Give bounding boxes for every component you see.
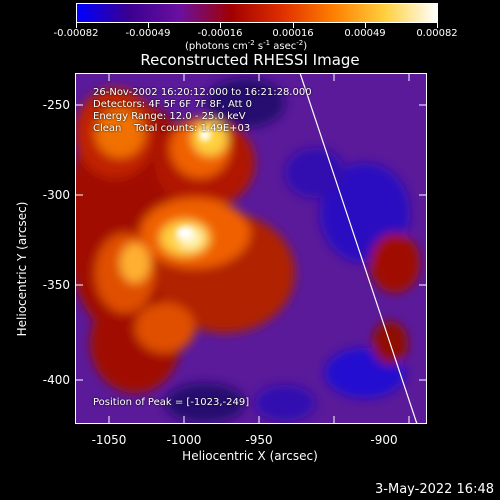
colorbar-tick-label: 0.00016: [272, 28, 314, 39]
colorbar-units: (photons cm-2 s-1 asec-2): [185, 39, 308, 52]
emission-blobs: [75, 78, 420, 423]
colorbar-tick: [365, 22, 366, 28]
annotation-clean-counts: Clean Total counts: 1.49E+03: [93, 123, 251, 134]
axis-ticks: [75, 73, 427, 424]
y-axis-title: Heliocentric Y (arcsec): [15, 201, 29, 337]
annotation-detectors: Detectors: 4F 5F 6F 7F 8F, Att 0: [93, 99, 253, 110]
x-tick-label: -1050: [91, 433, 127, 447]
annotation-time-range: 26-Nov-2002 16:20:12.000 to 16:21:28.000: [93, 87, 312, 98]
rhessi-image: [75, 73, 427, 424]
colorbar-tick-label: -0.00016: [197, 28, 243, 39]
solar-limb-line: [299, 73, 418, 424]
annotation-energy-range: Energy Range: 12.0 - 25.0 keV: [93, 111, 246, 122]
colorbar-tick-label: 0.00049: [344, 28, 386, 39]
colorbar-tick-label: -0.00049: [125, 28, 171, 39]
colorbar-tick: [220, 22, 221, 28]
colorbar-tick-label: -0.00082: [53, 28, 99, 39]
plot-frame: [75, 73, 427, 424]
colorbar-tick: [76, 22, 77, 28]
timestamp: 3-May-2022 16:48: [375, 482, 494, 497]
hot-spots: [177, 129, 211, 239]
x-axis-title: Heliocentric X (arcsec): [182, 449, 318, 463]
x-tick-label: -950: [245, 433, 273, 447]
colorbar-tick: [437, 22, 438, 28]
plot-title: Reconstructed RHESSI Image: [140, 51, 360, 69]
y-tick-label: -350: [42, 278, 70, 292]
y-tick-label: -400: [42, 373, 70, 387]
x-tick-label: -1000: [166, 433, 202, 447]
colorbar: [76, 3, 438, 23]
y-tick-label: -250: [42, 98, 70, 112]
colorbar-tick: [293, 22, 294, 28]
colorbar-tick-label: 0.00082: [416, 28, 458, 39]
annotation-peak-position: Position of Peak = [-1023,-249]: [93, 397, 250, 408]
y-tick-label: -300: [42, 188, 70, 202]
x-tick-label: -900: [370, 433, 398, 447]
colorbar-tick: [148, 22, 149, 28]
